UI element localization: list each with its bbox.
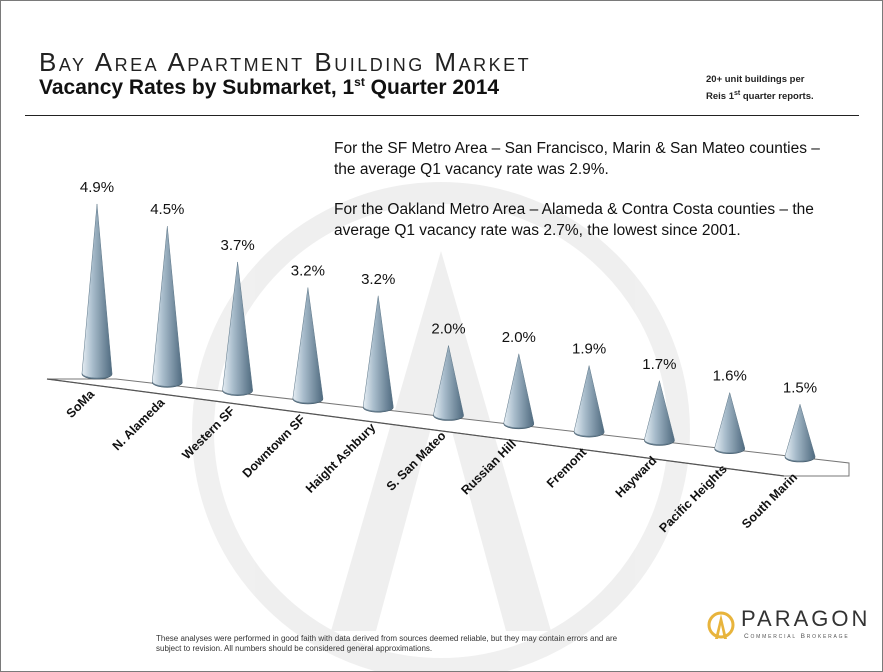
category-label: Fremont (544, 445, 590, 491)
value-label: 3.2% (291, 263, 325, 280)
cone-hayward (644, 380, 675, 446)
value-label: 1.5% (783, 379, 817, 396)
category-label: SoMa (64, 386, 98, 420)
cone-western-sf (222, 261, 253, 396)
value-label: 2.0% (431, 321, 465, 338)
category-label: Downtown SF (240, 412, 309, 481)
cone-body (573, 365, 605, 437)
cone-body (362, 295, 394, 412)
cone-soma (81, 203, 113, 380)
cone-s-san-mateo (433, 345, 464, 421)
floor-front-edge (46, 378, 785, 477)
cone-fremont (573, 365, 605, 438)
paragon-mark-icon (707, 611, 735, 639)
disclaimer-text: These analyses were performed in good fa… (156, 634, 618, 653)
cone-south-marin (784, 403, 816, 463)
value-label: 4.5% (150, 201, 184, 218)
category-label: South Marin (739, 470, 800, 531)
header-divider (25, 115, 859, 116)
value-label: 1.7% (642, 356, 676, 373)
cone-pacific-heights (714, 391, 746, 455)
chart-cones (81, 203, 816, 463)
paragon-logo: PARAGON Commercial Brokerage (707, 604, 877, 644)
chart-floor (46, 378, 850, 477)
cone-body (433, 345, 464, 420)
logo-tagline: Commercial Brokerage (744, 633, 850, 640)
category-label: N. Alameda (110, 395, 168, 453)
cone-body (292, 287, 324, 404)
cone-body (644, 380, 675, 445)
value-label: 2.0% (502, 329, 536, 346)
value-label: 1.9% (572, 341, 606, 358)
cone-body (714, 391, 745, 453)
logo-name: PARAGON (741, 606, 871, 631)
cone-n-alameda (152, 226, 183, 388)
chart-subtitle: Vacancy Rates by Submarket, 1st Quarter … (39, 75, 500, 99)
source-note: 20+ unit buildings per Reis 1st quarter … (706, 74, 814, 103)
cone-downtown-sf (292, 287, 324, 405)
value-label: 4.9% (80, 179, 114, 196)
category-label: Hayward (613, 454, 660, 501)
value-label: 3.7% (220, 237, 254, 254)
value-label: 3.2% (361, 271, 395, 288)
cone-body (81, 203, 113, 379)
sf-metro-annotation: For the SF Metro Area – San Francisco, M… (334, 140, 820, 178)
value-labels: 4.9% 4.5% 3.7% 3.2% 3.2% 2.0% 2.0% 1.9% 1.7% 1.6%… (80, 179, 817, 396)
watermark-logo (192, 182, 690, 671)
cone-body (784, 403, 816, 462)
oakland-metro-annotation: For the Oakland Metro Area – Alameda & C… (334, 201, 814, 239)
value-label: 1.6% (713, 368, 747, 385)
chart-title: Bay Area Apartment Building Market (39, 47, 532, 77)
category-label: Haight Ashbury (303, 420, 378, 495)
cone-russian-hill (503, 353, 535, 430)
cone-body (152, 226, 183, 387)
cone-haight-ashbury (362, 295, 394, 413)
cone-body (503, 353, 535, 429)
cone-body (222, 261, 253, 395)
